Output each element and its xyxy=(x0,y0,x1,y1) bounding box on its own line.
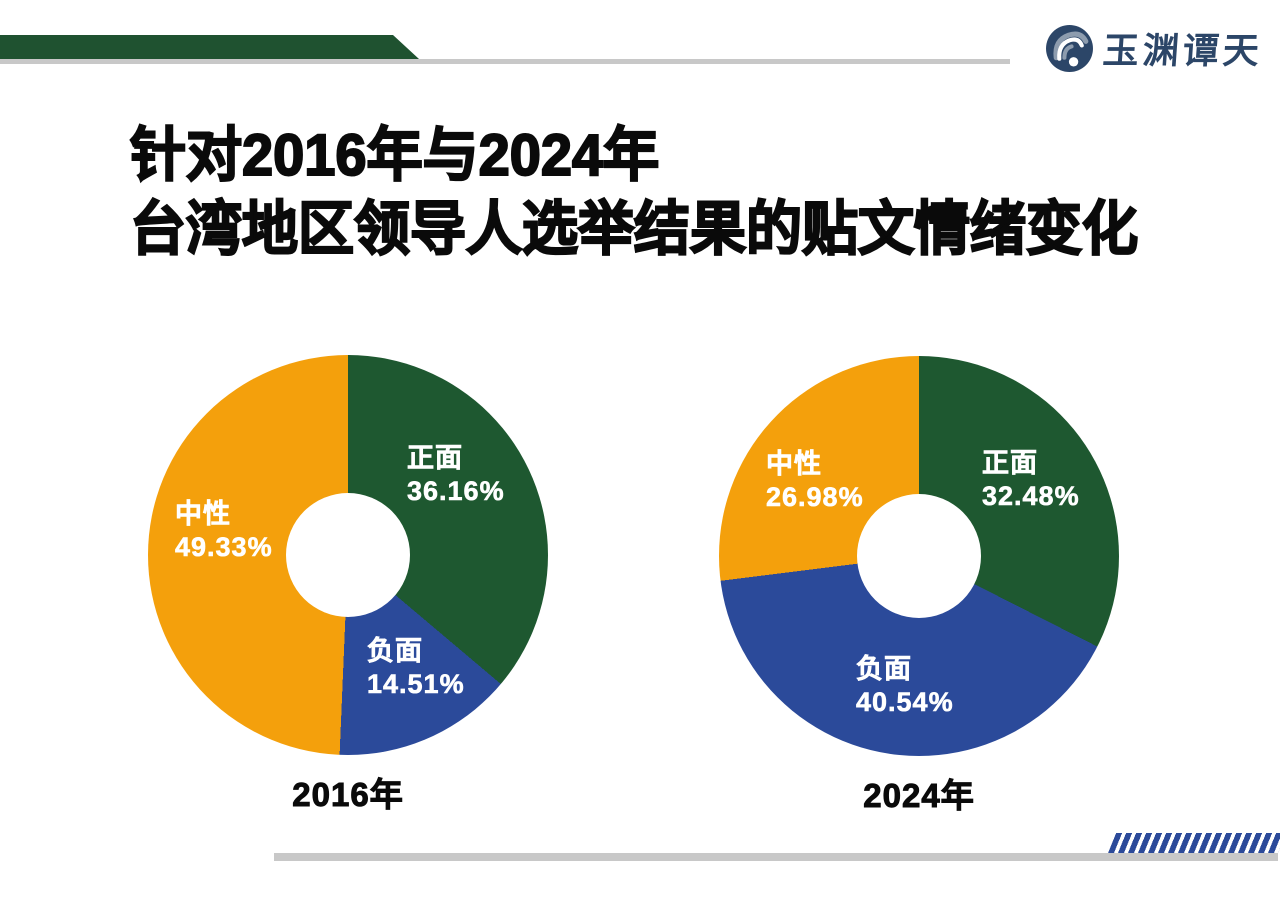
donut-2024-hole xyxy=(857,494,981,618)
label-2024-positive-value: 32.48% xyxy=(982,481,1080,512)
label-2016-neutral-value: 49.33% xyxy=(175,532,273,563)
label-2024-neutral-name: 中性 xyxy=(766,449,822,480)
wave-logo-icon xyxy=(1046,24,1093,72)
label-2016-neutral: 中性 49.33% xyxy=(175,498,273,564)
label-2024-positive-name: 正面 xyxy=(982,448,1038,479)
label-2016-neutral-name: 中性 xyxy=(175,499,231,530)
label-2024-positive: 正面 32.48% xyxy=(982,447,1080,513)
footer-rule xyxy=(274,853,1278,861)
label-2024-neutral-value: 26.98% xyxy=(766,482,864,513)
page-title-line-1: 针对2016年与2024年 xyxy=(129,121,660,189)
donut-2024 xyxy=(719,356,1119,756)
chart-2024-caption: 2024年 xyxy=(863,777,975,815)
label-2016-positive-value: 36.16% xyxy=(407,476,505,507)
label-2016-positive: 正面 36.16% xyxy=(407,442,505,508)
logo: 玉渊谭天 xyxy=(1045,22,1265,74)
chart-2024: 正面 32.48% 中性 26.98% 负面 40.54% 2024年 xyxy=(719,356,1119,826)
donut-2016 xyxy=(148,355,548,755)
logo-text: 玉渊谭天 xyxy=(1101,31,1265,71)
page-title: 针对2016年与2024年 台湾地区领导人选举结果的贴文情绪变化 xyxy=(129,118,1230,266)
page-title-line-2: 台湾地区领导人选举结果的贴文情绪变化 xyxy=(129,195,1139,263)
label-2024-negative-name: 负面 xyxy=(856,654,912,685)
footer-hatch-marks xyxy=(1108,833,1280,853)
header-ribbon xyxy=(0,35,419,59)
label-2024-negative-value: 40.54% xyxy=(856,687,954,718)
label-2024-neutral: 中性 26.98% xyxy=(766,448,864,514)
header-rule xyxy=(0,59,1010,64)
donut-2016-hole xyxy=(286,493,410,617)
label-2016-negative-name: 负面 xyxy=(367,636,423,667)
label-2016-negative-value: 14.51% xyxy=(367,669,465,700)
label-2016-negative: 负面 14.51% xyxy=(367,635,465,701)
chart-2016: 正面 36.16% 中性 49.33% 负面 14.51% 2016年 xyxy=(148,355,548,825)
chart-2016-caption: 2016年 xyxy=(292,776,404,814)
label-2016-positive-name: 正面 xyxy=(407,443,463,474)
label-2024-negative: 负面 40.54% xyxy=(856,653,954,719)
